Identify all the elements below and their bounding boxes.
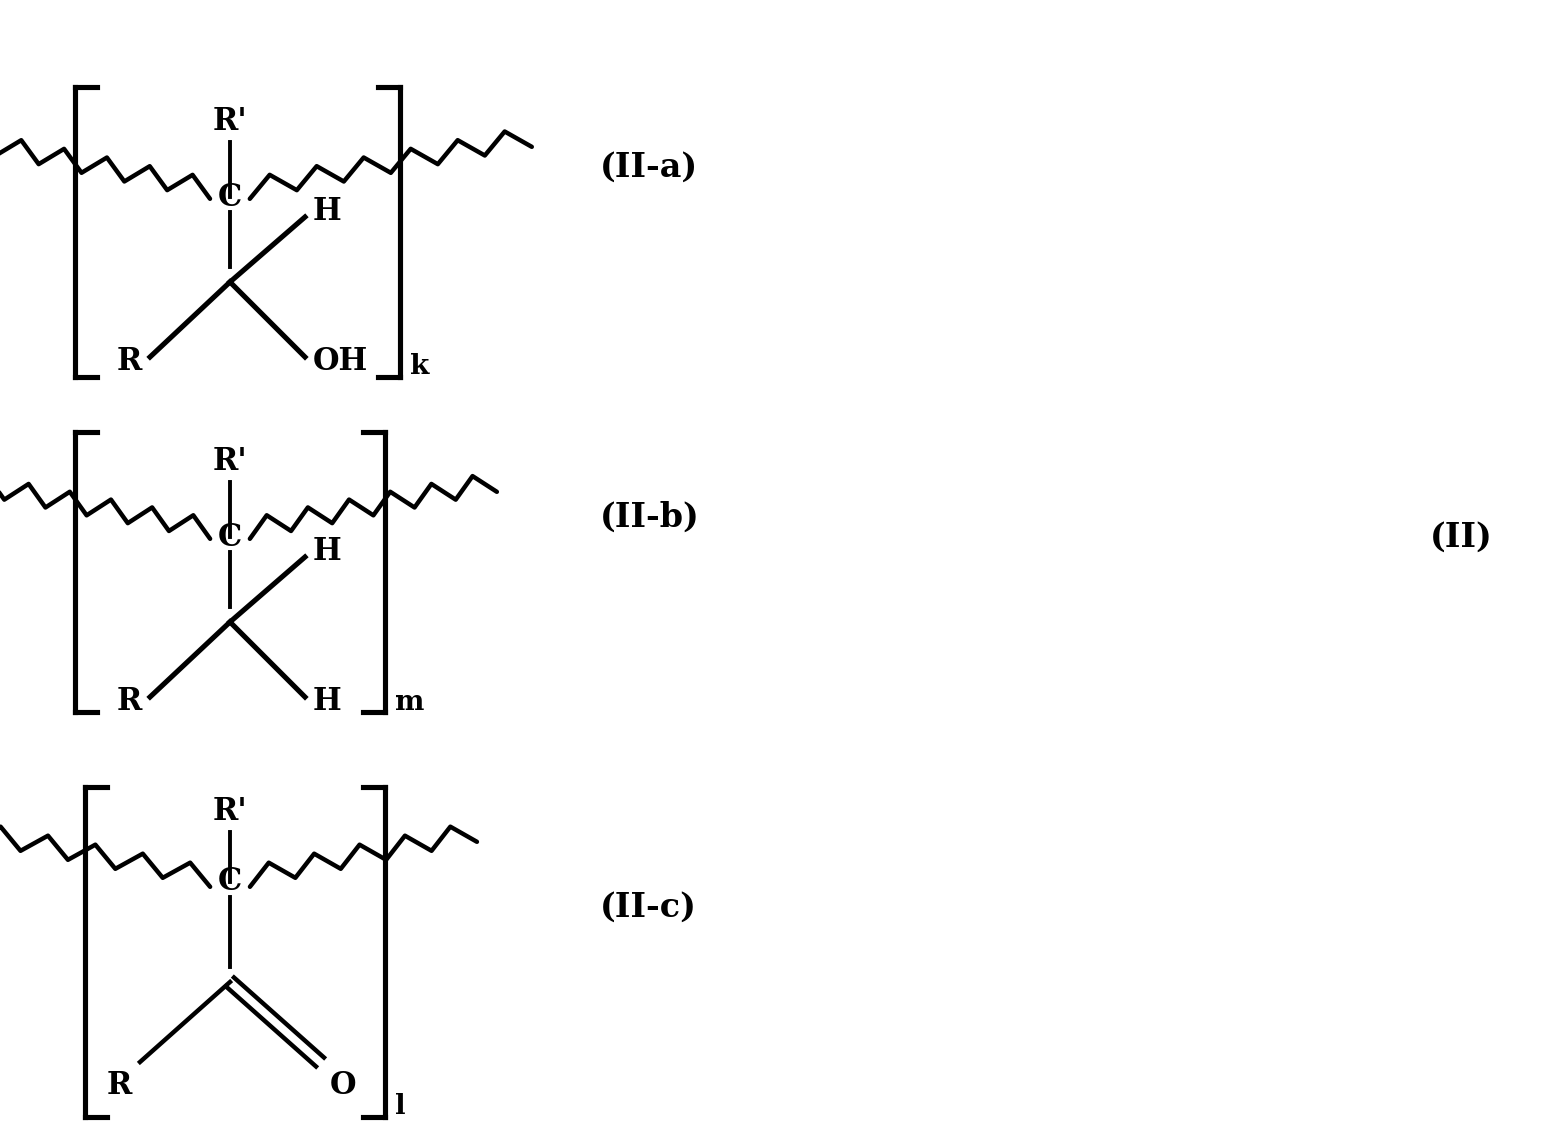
- Text: C: C: [218, 182, 243, 213]
- Text: C: C: [218, 866, 243, 897]
- Text: OH: OH: [313, 347, 369, 377]
- Text: R: R: [117, 347, 142, 377]
- Text: (II-c): (II-c): [600, 890, 697, 923]
- Text: (II-b): (II-b): [600, 500, 700, 533]
- Text: R': R': [213, 106, 247, 136]
- Text: O: O: [330, 1070, 356, 1101]
- Text: m: m: [395, 689, 425, 715]
- Text: l: l: [395, 1094, 406, 1120]
- Text: C: C: [218, 522, 243, 553]
- Text: H: H: [313, 687, 342, 717]
- Text: H: H: [313, 537, 342, 567]
- Text: R': R': [213, 446, 247, 478]
- Text: R: R: [117, 687, 142, 717]
- Text: H: H: [313, 197, 342, 227]
- Text: (II): (II): [1431, 521, 1493, 554]
- Text: R': R': [213, 796, 247, 827]
- Text: k: k: [411, 354, 429, 381]
- Text: (II-a): (II-a): [600, 150, 698, 183]
- Text: R: R: [107, 1070, 132, 1101]
